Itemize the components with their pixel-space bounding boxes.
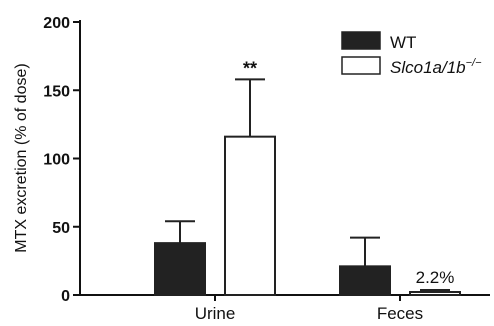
legend-swatch-wt: [341, 31, 381, 50]
y-tick-label: 50: [52, 220, 70, 237]
x-category-label: Feces: [377, 304, 423, 323]
bar-wt: [339, 265, 391, 296]
y-tick-label: 150: [43, 83, 70, 100]
legend-label-wt: WT: [390, 33, 416, 52]
y-tick-label: 100: [43, 152, 70, 169]
significance-marker: **: [243, 58, 257, 78]
plot-area: 0 50 100 150 200 Urine Feces ** 2.2%: [43, 15, 490, 323]
x-category-label: Urine: [195, 304, 236, 323]
bar-wt: [154, 242, 206, 297]
y-tick-label: 0: [61, 288, 70, 305]
legend-label-slco-superscript: −/−: [466, 57, 482, 69]
legend-label-slco: Slco1a/1b−/−: [390, 57, 482, 77]
legend: WT Slco1a/1b−/−: [341, 31, 482, 77]
y-axis-title: MTX excretion (% of dose): [13, 63, 30, 252]
bar-slco1a-1b: [224, 135, 276, 296]
y-tick-label: 200: [43, 15, 70, 32]
value-annotation: 2.2%: [416, 268, 455, 287]
legend-swatch-slco: [341, 56, 381, 75]
legend-label-slco-name: Slco1a/1b: [390, 58, 466, 77]
bar-slco1a-1b: [409, 290, 461, 297]
